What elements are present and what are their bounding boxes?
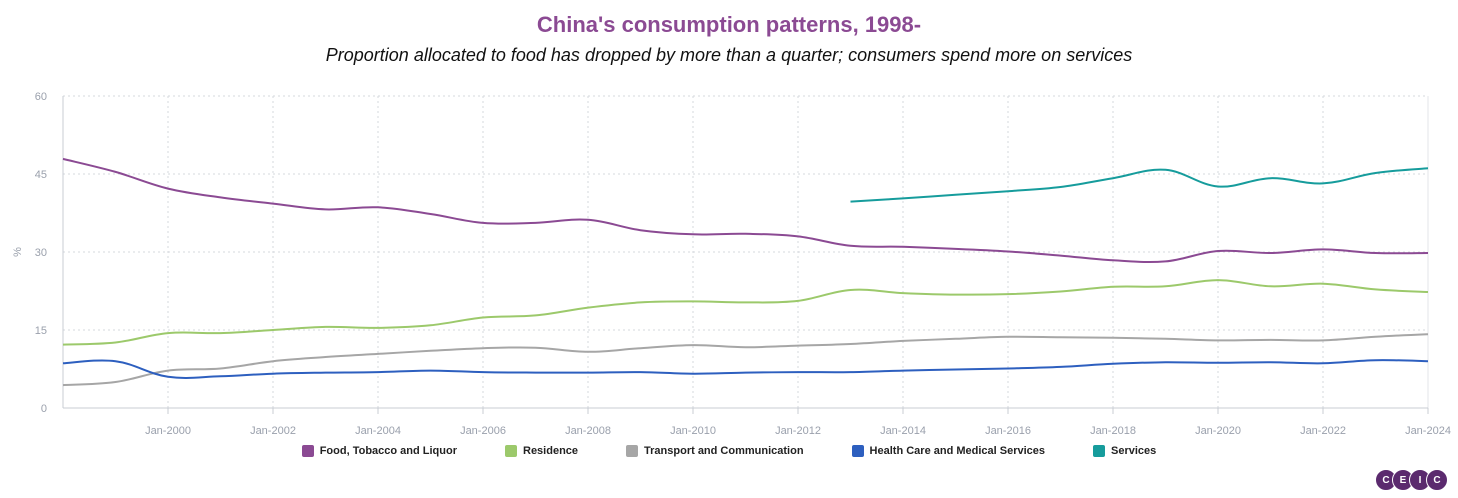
x-tick-label: Jan-2008 xyxy=(565,425,611,437)
chart-legend: Food, Tobacco and Liquor Residence Transpo… xyxy=(0,445,1458,457)
legend-item-transport-and-communication[interactable]: Transport and Communication xyxy=(626,445,804,457)
y-tick-label: 30 xyxy=(35,247,47,259)
x-tick-label: Jan-2014 xyxy=(880,425,926,437)
series-line-transport-and-communication xyxy=(62,333,1429,387)
legend-item-health-care-and-medical-services[interactable]: Health Care and Medical Services xyxy=(851,445,1046,457)
legend-swatch xyxy=(301,445,314,457)
chart-title: China's consumption patterns, 1998- xyxy=(536,12,922,37)
legend-item-services[interactable]: Services xyxy=(1093,445,1156,457)
logo-letter: C xyxy=(1426,469,1448,491)
series-line-health-care-and-medical-services xyxy=(62,359,1429,379)
y-axis-label: % xyxy=(12,247,24,257)
x-tick-label: Jan-2002 xyxy=(250,425,296,437)
legend-label: Services xyxy=(1111,445,1157,457)
x-tick-label: Jan-2006 xyxy=(460,425,506,437)
x-tick-label: Jan-2004 xyxy=(355,425,401,437)
y-tick-label: 45 xyxy=(35,169,47,181)
x-tick-label: Jan-2012 xyxy=(775,425,821,437)
y-tick-label: 15 xyxy=(35,325,47,337)
legend-label: Transport and Communication xyxy=(644,445,804,457)
x-tick-label: Jan-2022 xyxy=(1300,425,1346,437)
series-line-residence xyxy=(62,279,1429,346)
legend-item-residence[interactable]: Residence xyxy=(505,445,578,457)
x-tick-label: Jan-2016 xyxy=(985,425,1031,437)
series-line-services xyxy=(850,167,1429,203)
y-tick-label: 60 xyxy=(35,91,47,103)
x-tick-label: Jan-2018 xyxy=(1090,425,1136,437)
legend-label: Health Care and Medical Services xyxy=(869,445,1046,457)
x-tick-label: Jan-2010 xyxy=(670,425,716,437)
legend-label: Food, Tobacco and Liquor xyxy=(319,445,457,457)
legend-swatch xyxy=(851,445,864,457)
x-tick-label: Jan-2024 xyxy=(1405,425,1451,437)
legend-item-food-tobacco-and-liquor[interactable]: Food, Tobacco and Liquor xyxy=(301,445,457,457)
y-tick-label: 0 xyxy=(41,403,47,415)
x-tick-label: Jan-2020 xyxy=(1195,425,1241,437)
series-line-food-tobacco-and-liquor xyxy=(62,157,1429,264)
chart-subtitle: Proportion allocated to food has dropped… xyxy=(325,45,1133,65)
legend-swatch xyxy=(505,445,517,457)
legend-swatch xyxy=(1093,445,1106,457)
legend-swatch xyxy=(626,445,639,457)
x-tick-label: Jan-2000 xyxy=(145,425,191,437)
legend-label: Residence xyxy=(523,445,579,457)
